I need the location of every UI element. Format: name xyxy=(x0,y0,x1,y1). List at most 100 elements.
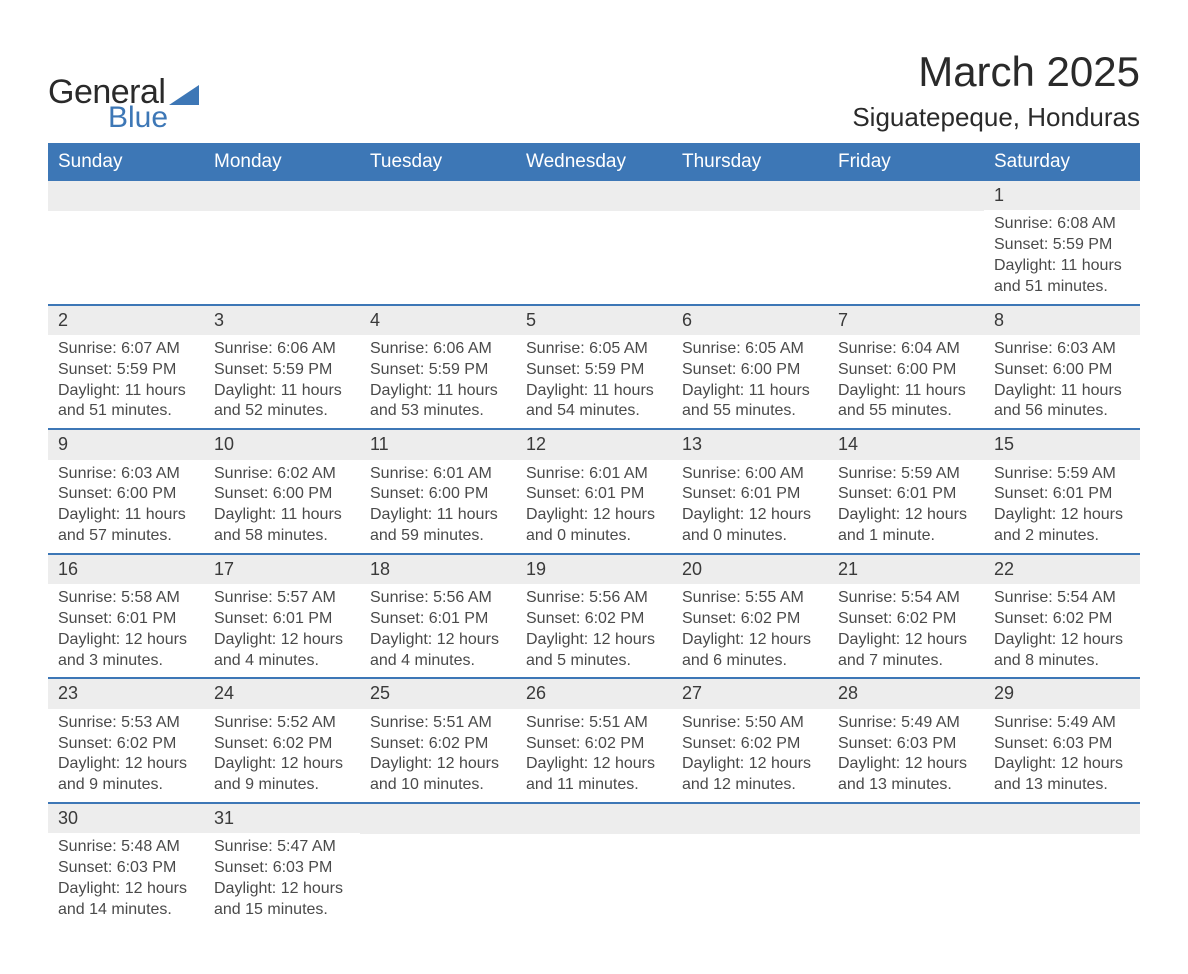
calendar-cell: 11Sunrise: 6:01 AMSunset: 6:00 PMDayligh… xyxy=(360,429,516,554)
day-number: 7 xyxy=(828,306,984,335)
day-number xyxy=(360,804,516,834)
calendar-cell: 28Sunrise: 5:49 AMSunset: 6:03 PMDayligh… xyxy=(828,678,984,803)
sunset-text: Sunset: 6:01 PM xyxy=(370,609,506,630)
day-number xyxy=(360,181,516,211)
day-number: 18 xyxy=(360,555,516,584)
calendar-cell xyxy=(672,181,828,305)
day-body: Sunrise: 5:49 AMSunset: 6:03 PMDaylight:… xyxy=(828,709,984,802)
sunrise-text: Sunrise: 5:50 AM xyxy=(682,713,818,734)
calendar-cell: 31Sunrise: 5:47 AMSunset: 6:03 PMDayligh… xyxy=(204,803,360,927)
sunrise-text: Sunrise: 6:03 AM xyxy=(994,339,1130,360)
daylight-text: Daylight: 11 hours and 55 minutes. xyxy=(682,381,818,423)
daylight-text: Daylight: 12 hours and 9 minutes. xyxy=(214,754,350,796)
day-body: Sunrise: 6:03 AMSunset: 6:00 PMDaylight:… xyxy=(984,335,1140,428)
calendar-cell: 2Sunrise: 6:07 AMSunset: 5:59 PMDaylight… xyxy=(48,305,204,430)
sunrise-text: Sunrise: 6:05 AM xyxy=(682,339,818,360)
calendar-cell: 23Sunrise: 5:53 AMSunset: 6:02 PMDayligh… xyxy=(48,678,204,803)
day-body: Sunrise: 5:56 AMSunset: 6:01 PMDaylight:… xyxy=(360,584,516,677)
day-body: Sunrise: 5:58 AMSunset: 6:01 PMDaylight:… xyxy=(48,584,204,677)
daylight-text: Daylight: 11 hours and 58 minutes. xyxy=(214,505,350,547)
daylight-text: Daylight: 12 hours and 11 minutes. xyxy=(526,754,662,796)
day-body xyxy=(360,211,516,301)
sunset-text: Sunset: 6:01 PM xyxy=(58,609,194,630)
sunset-text: Sunset: 5:59 PM xyxy=(526,360,662,381)
sunset-text: Sunset: 6:00 PM xyxy=(994,360,1130,381)
daylight-text: Daylight: 12 hours and 4 minutes. xyxy=(370,630,506,672)
calendar-week: 1Sunrise: 6:08 AMSunset: 5:59 PMDaylight… xyxy=(48,181,1140,305)
calendar-cell: 15Sunrise: 5:59 AMSunset: 6:01 PMDayligh… xyxy=(984,429,1140,554)
day-number: 2 xyxy=(48,306,204,335)
calendar-cell: 3Sunrise: 6:06 AMSunset: 5:59 PMDaylight… xyxy=(204,305,360,430)
day-body xyxy=(672,834,828,865)
calendar-cell: 22Sunrise: 5:54 AMSunset: 6:02 PMDayligh… xyxy=(984,554,1140,679)
day-number: 28 xyxy=(828,679,984,708)
day-number: 23 xyxy=(48,679,204,708)
calendar-cell: 7Sunrise: 6:04 AMSunset: 6:00 PMDaylight… xyxy=(828,305,984,430)
day-body: Sunrise: 5:47 AMSunset: 6:03 PMDaylight:… xyxy=(204,833,360,926)
calendar-cell xyxy=(828,803,984,927)
daylight-text: Daylight: 12 hours and 2 minutes. xyxy=(994,505,1130,547)
sunset-text: Sunset: 6:02 PM xyxy=(994,609,1130,630)
daylight-text: Daylight: 11 hours and 57 minutes. xyxy=(58,505,194,547)
day-number: 8 xyxy=(984,306,1140,335)
sunset-text: Sunset: 6:02 PM xyxy=(370,734,506,755)
calendar-cell: 13Sunrise: 6:00 AMSunset: 6:01 PMDayligh… xyxy=(672,429,828,554)
day-number xyxy=(672,181,828,211)
day-body: Sunrise: 6:08 AMSunset: 5:59 PMDaylight:… xyxy=(984,210,1140,303)
sunrise-text: Sunrise: 6:08 AM xyxy=(994,214,1130,235)
daylight-text: Daylight: 12 hours and 15 minutes. xyxy=(214,879,350,921)
calendar-cell: 8Sunrise: 6:03 AMSunset: 6:00 PMDaylight… xyxy=(984,305,1140,430)
sunset-text: Sunset: 6:02 PM xyxy=(526,734,662,755)
day-body: Sunrise: 6:01 AMSunset: 6:01 PMDaylight:… xyxy=(516,460,672,553)
weekday-header: Wednesday xyxy=(516,143,672,181)
day-body: Sunrise: 5:49 AMSunset: 6:03 PMDaylight:… xyxy=(984,709,1140,802)
daylight-text: Daylight: 12 hours and 12 minutes. xyxy=(682,754,818,796)
sunrise-text: Sunrise: 6:00 AM xyxy=(682,464,818,485)
sunset-text: Sunset: 6:03 PM xyxy=(838,734,974,755)
daylight-text: Daylight: 12 hours and 0 minutes. xyxy=(682,505,818,547)
sunset-text: Sunset: 6:01 PM xyxy=(994,484,1130,505)
sunrise-text: Sunrise: 5:56 AM xyxy=(526,588,662,609)
sunrise-text: Sunrise: 5:54 AM xyxy=(838,588,974,609)
calendar-cell: 30Sunrise: 5:48 AMSunset: 6:03 PMDayligh… xyxy=(48,803,204,927)
sunset-text: Sunset: 6:03 PM xyxy=(214,858,350,879)
sunrise-text: Sunrise: 5:59 AM xyxy=(838,464,974,485)
day-body xyxy=(48,211,204,301)
day-number: 21 xyxy=(828,555,984,584)
day-number xyxy=(828,181,984,211)
day-number: 22 xyxy=(984,555,1140,584)
day-body xyxy=(984,834,1140,865)
sunrise-text: Sunrise: 5:55 AM xyxy=(682,588,818,609)
calendar-cell xyxy=(828,181,984,305)
calendar-cell xyxy=(48,181,204,305)
calendar-cell: 17Sunrise: 5:57 AMSunset: 6:01 PMDayligh… xyxy=(204,554,360,679)
calendar-cell: 4Sunrise: 6:06 AMSunset: 5:59 PMDaylight… xyxy=(360,305,516,430)
day-body: Sunrise: 5:59 AMSunset: 6:01 PMDaylight:… xyxy=(984,460,1140,553)
sunrise-text: Sunrise: 6:07 AM xyxy=(58,339,194,360)
sunrise-text: Sunrise: 5:52 AM xyxy=(214,713,350,734)
weekday-header: Saturday xyxy=(984,143,1140,181)
day-number: 30 xyxy=(48,804,204,833)
sunset-text: Sunset: 6:02 PM xyxy=(526,609,662,630)
calendar-week: 23Sunrise: 5:53 AMSunset: 6:02 PMDayligh… xyxy=(48,678,1140,803)
calendar-cell: 5Sunrise: 6:05 AMSunset: 5:59 PMDaylight… xyxy=(516,305,672,430)
weekday-header: Monday xyxy=(204,143,360,181)
day-body xyxy=(828,834,984,865)
calendar-cell: 25Sunrise: 5:51 AMSunset: 6:02 PMDayligh… xyxy=(360,678,516,803)
day-number: 29 xyxy=(984,679,1140,708)
day-body: Sunrise: 5:54 AMSunset: 6:02 PMDaylight:… xyxy=(828,584,984,677)
calendar-cell: 29Sunrise: 5:49 AMSunset: 6:03 PMDayligh… xyxy=(984,678,1140,803)
sunrise-text: Sunrise: 6:06 AM xyxy=(214,339,350,360)
daylight-text: Daylight: 12 hours and 13 minutes. xyxy=(994,754,1130,796)
day-number: 19 xyxy=(516,555,672,584)
calendar-week: 2 Sunrise: 6:07 AM Sunset: 5:59 PM Daylight… xyxy=(48,305,1140,430)
calendar-cell: 20Sunrise: 5:55 AMSunset: 6:02 PMDayligh… xyxy=(672,554,828,679)
day-number: 11 xyxy=(360,430,516,459)
day-body: Sunrise: 5:53 AMSunset: 6:02 PMDaylight:… xyxy=(48,709,204,802)
sunset-text: Sunset: 6:00 PM xyxy=(838,360,974,381)
sunset-text: Sunset: 6:02 PM xyxy=(838,609,974,630)
sunset-text: Sunset: 6:01 PM xyxy=(838,484,974,505)
sunrise-text: Sunrise: 5:49 AM xyxy=(994,713,1130,734)
daylight-text: Daylight: 11 hours and 59 minutes. xyxy=(370,505,506,547)
sunset-text: Sunset: 6:02 PM xyxy=(682,609,818,630)
